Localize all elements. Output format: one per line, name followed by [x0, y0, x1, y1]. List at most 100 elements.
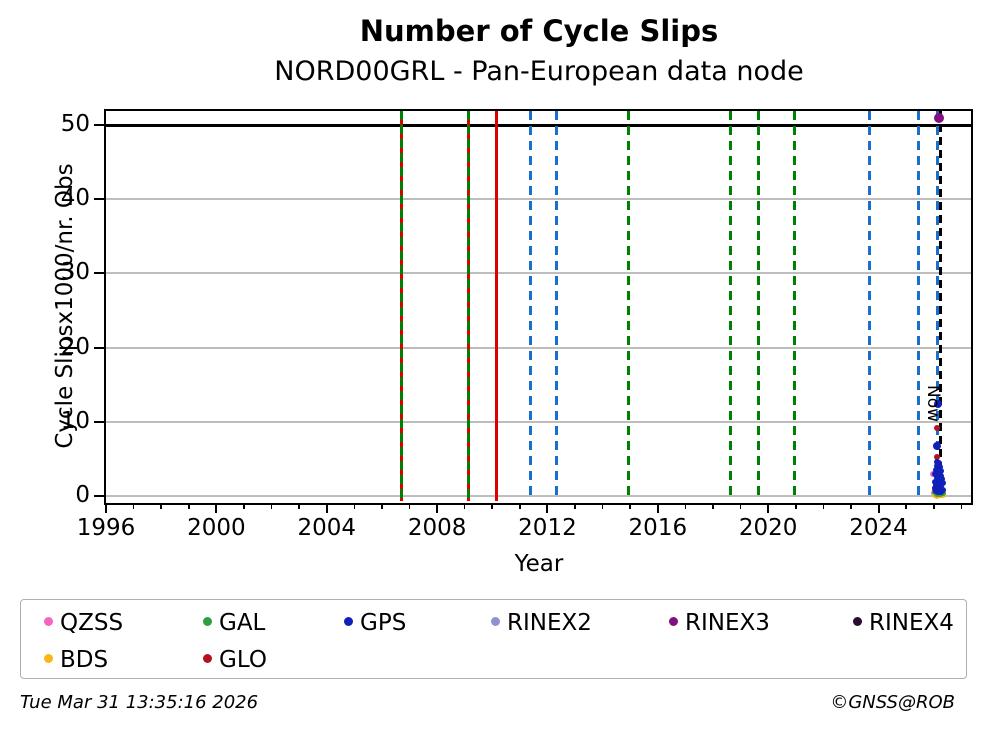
legend-marker-bds [44, 654, 53, 663]
data-point-gps [933, 441, 942, 450]
legend-label-qzss: QZSS [60, 610, 124, 636]
data-point-rinex3 [934, 112, 945, 123]
legend-marker-gal [203, 617, 212, 626]
x-tick-minor [574, 503, 576, 509]
x-tick-label: 2004 [297, 515, 356, 541]
data-point-gps [938, 468, 945, 475]
legend-marker-qzss [44, 617, 53, 626]
x-tick-major [767, 503, 770, 513]
legend-label-rinex2: RINEX2 [507, 610, 592, 636]
event-line [916, 111, 920, 501]
legend-label-glo: GLO [219, 647, 267, 673]
y-tick-label: 40 [60, 185, 90, 212]
y-gridline [106, 420, 971, 423]
legend-label-bds: BDS [60, 647, 109, 673]
data-point-gps [934, 399, 943, 408]
now-line [938, 111, 943, 501]
x-tick-minor [491, 503, 494, 509]
legend-marker-rinex3 [669, 617, 678, 626]
x-tick-major [546, 503, 549, 513]
event-line [757, 111, 761, 501]
event-line [728, 111, 732, 501]
x-tick-minor [187, 503, 190, 509]
data-point-glo [934, 425, 941, 432]
x-tick-minor [381, 503, 383, 509]
y-tick-label: 0 [75, 481, 90, 508]
data-point-gps [939, 476, 946, 483]
y-tick-major [94, 272, 106, 275]
legend-label-rinex3: RINEX3 [685, 610, 770, 636]
y-axis-label: Cycle Slipsx1000/nr. Obs [52, 163, 78, 449]
event-line [466, 111, 470, 501]
legend-marker-gps [344, 617, 353, 626]
x-tick-minor [132, 503, 135, 509]
event-line [495, 111, 499, 501]
now-annotation: Now [923, 385, 943, 423]
x-tick-minor [850, 503, 852, 509]
x-tick-minor [243, 503, 245, 509]
x-tick-major [656, 503, 659, 513]
x-tick-label: 2024 [849, 515, 908, 541]
x-tick-major [105, 503, 107, 513]
x-tick-label: 2012 [518, 515, 577, 541]
chart-title: Number of Cycle Slips [359, 14, 719, 48]
y-tick-major [94, 198, 106, 201]
y-tick-major [94, 346, 106, 349]
data-point-gps [939, 480, 946, 487]
y-tick-major [94, 420, 106, 423]
event-line [867, 111, 871, 501]
event-line [529, 111, 533, 501]
y-tick-major [94, 124, 106, 127]
data-point-gps [938, 489, 945, 496]
legend-marker-glo [203, 654, 212, 663]
event-line [936, 111, 940, 501]
event-line [555, 111, 559, 501]
x-tick-minor [463, 503, 466, 509]
x-tick-minor [905, 503, 907, 509]
x-tick-minor [932, 503, 935, 509]
x-tick-minor [270, 503, 273, 509]
x-tick-major [436, 503, 439, 513]
y-tick-label: 50 [60, 111, 90, 138]
legend: QZSS GAL GPS RINEX2 RINEX3 RINEX4 BDS GLO [20, 599, 967, 679]
event-line [400, 111, 404, 501]
x-tick-label: 2020 [738, 515, 798, 541]
data-point-gps [933, 463, 940, 470]
y-tick-label: 30 [60, 259, 90, 286]
y-tick-label: 10 [60, 407, 90, 434]
legend-marker-rinex4 [853, 617, 862, 626]
x-tick-minor [160, 503, 162, 509]
x-axis-label: Year [514, 551, 564, 577]
chart-subtitle: NORD00GRL - Pan-European data node [274, 56, 804, 87]
x-tick-label: 1996 [76, 515, 136, 541]
x-tick-minor [684, 503, 687, 509]
event-line [627, 111, 631, 501]
data-point-gps [936, 463, 943, 470]
x-tick-label: 2016 [628, 515, 688, 541]
legend-label-rinex4: RINEX4 [869, 610, 954, 636]
footer-credit: ©GNSS@ROB [830, 692, 955, 713]
x-tick-major [877, 503, 880, 513]
y-gridline [106, 346, 971, 349]
x-tick-major [325, 503, 328, 513]
x-tick-minor [794, 503, 797, 509]
x-tick-minor [601, 503, 604, 509]
x-tick-minor [408, 503, 411, 509]
y-gridline [106, 494, 971, 497]
x-tick-label: 2000 [187, 515, 246, 541]
event-line [793, 111, 797, 501]
x-tick-minor [298, 503, 300, 509]
threshold-line-50 [106, 123, 971, 127]
data-point-glo [933, 454, 940, 461]
y-gridline [106, 272, 971, 275]
legend-label-gps: GPS [360, 610, 407, 636]
x-tick-minor [712, 503, 714, 509]
y-gridline [106, 198, 971, 201]
x-tick-minor [519, 503, 521, 509]
y-tick-label: 20 [60, 333, 90, 360]
x-tick-minor [629, 503, 632, 509]
plot-frame [104, 109, 973, 505]
legend-label-gal: GAL [219, 610, 266, 636]
x-tick-label: 2008 [407, 515, 467, 541]
legend-marker-rinex2 [491, 617, 500, 626]
